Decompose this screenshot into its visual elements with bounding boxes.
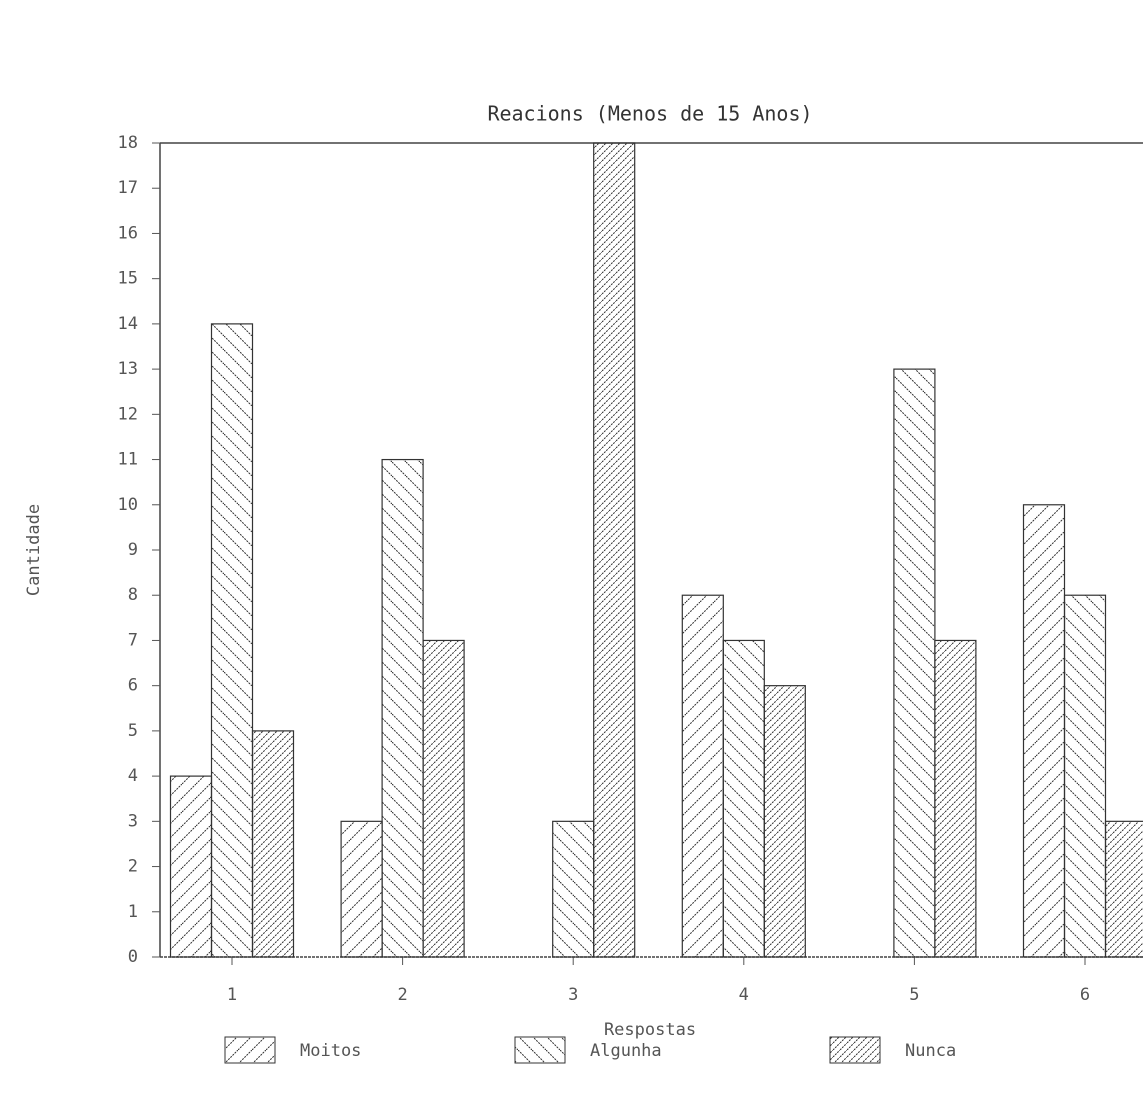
legend-label: Algunha — [590, 1041, 662, 1061]
legend-swatch — [514, 1036, 566, 1064]
bar — [251, 730, 295, 958]
y-tick-label: 3 — [128, 811, 138, 831]
bar — [381, 458, 424, 958]
bar — [340, 820, 383, 958]
bar — [169, 775, 213, 958]
bar — [422, 639, 465, 958]
y-tick-label: 15 — [118, 269, 138, 289]
y-tick-label: 2 — [128, 857, 138, 877]
y-tick-label: 7 — [128, 630, 138, 650]
y-tick-label: 6 — [128, 676, 138, 696]
y-tick-label: 0 — [128, 947, 138, 967]
x-tick-label: 1 — [227, 985, 237, 1005]
legend-swatch — [224, 1036, 276, 1064]
bar — [681, 594, 724, 958]
y-tick-label: 1 — [128, 902, 138, 922]
x-tick-label: 3 — [568, 985, 578, 1005]
y-tick-label: 12 — [118, 404, 138, 424]
legend-swatch — [829, 1036, 881, 1064]
bar — [552, 820, 595, 958]
y-tick-label: 9 — [128, 540, 138, 560]
y-tick-label: 16 — [118, 223, 138, 243]
y-tick-label: 14 — [118, 314, 138, 334]
bar — [893, 368, 936, 958]
y-tick-label: 4 — [128, 766, 138, 786]
y-tick-label: 17 — [118, 178, 138, 198]
x-tick-label: 5 — [909, 985, 919, 1005]
y-tick-label: 10 — [118, 495, 138, 515]
x-tick-label: 2 — [397, 985, 407, 1005]
x-tick-label: 6 — [1080, 985, 1090, 1005]
bar — [593, 142, 636, 958]
bar — [763, 685, 806, 958]
y-axis-title: Cantidade — [24, 504, 44, 596]
x-tick-label: 4 — [739, 985, 749, 1005]
y-tick-label: 18 — [118, 133, 138, 153]
bar — [210, 323, 254, 958]
chart-title: Reacions (Menos de 15 Anos) — [487, 102, 812, 126]
legend-label: Nunca — [905, 1041, 956, 1061]
y-tick-label: 13 — [118, 359, 138, 379]
bar — [1104, 820, 1143, 958]
legend-label: Moitos — [300, 1041, 361, 1061]
bar — [1063, 594, 1107, 958]
x-axis-title: Respostas — [604, 1020, 696, 1040]
bar — [934, 639, 977, 958]
y-tick-label: 5 — [128, 721, 138, 741]
bar — [1022, 504, 1066, 958]
y-tick-label: 11 — [118, 450, 138, 470]
bar — [722, 639, 765, 958]
y-tick-label: 8 — [128, 585, 138, 605]
